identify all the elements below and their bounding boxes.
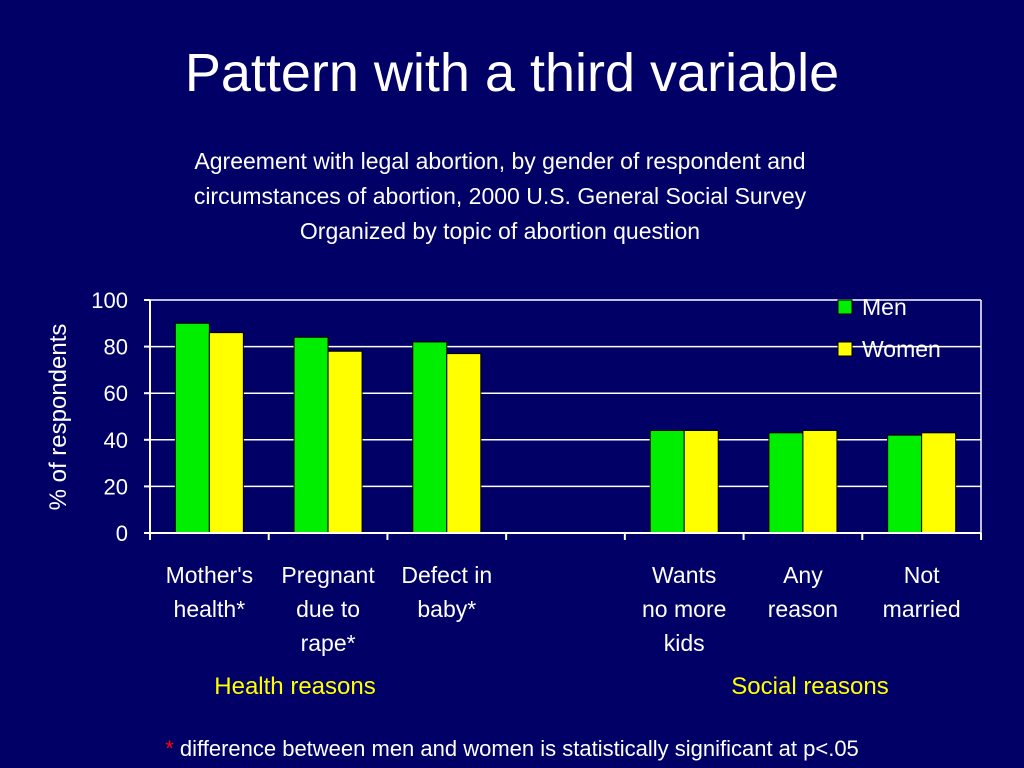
x-tick-label: Wants no more kids bbox=[642, 562, 726, 656]
y-tick-label: 80 bbox=[104, 335, 128, 360]
bar-women-1 bbox=[327, 350, 363, 534]
bar-men-5 bbox=[768, 432, 804, 534]
legend-swatch-women bbox=[837, 341, 853, 357]
y-tick-label: 100 bbox=[91, 288, 128, 313]
x-tick-label: Defect in baby* bbox=[401, 562, 492, 622]
footnote-text: difference between men and women is stat… bbox=[173, 736, 859, 761]
x-tick-label: Pregnant due to rape* bbox=[281, 562, 375, 656]
bar-women-6 bbox=[921, 432, 957, 534]
chart-subtitle: Agreement with legal abortion, by gender… bbox=[100, 144, 900, 249]
legend-label-men: Men bbox=[862, 294, 907, 320]
x-tick-label: Any reason bbox=[768, 562, 838, 622]
bar-women-2 bbox=[446, 353, 482, 534]
y-axis-label: % of respondents bbox=[45, 324, 72, 511]
y-tick-label: 0 bbox=[116, 521, 128, 546]
x-tick-label: Mother's health* bbox=[166, 562, 253, 622]
legend-label-women: Women bbox=[862, 336, 941, 362]
bar-women-5 bbox=[802, 429, 838, 534]
footnote-marker: * bbox=[165, 736, 174, 761]
subtitle-line-3: Organized by topic of abortion question bbox=[299, 218, 701, 244]
subtitle-line-1: Agreement with legal abortion, by gender… bbox=[194, 148, 806, 174]
x-tick-label: Not married bbox=[883, 562, 961, 622]
subtitle-line-2: circumstances of abortion, 2000 U.S. Gen… bbox=[193, 183, 807, 209]
bar-men-6 bbox=[887, 434, 923, 534]
bar-men-4 bbox=[649, 429, 685, 534]
bar-women-4 bbox=[683, 429, 719, 534]
y-tick-label: 60 bbox=[104, 381, 128, 406]
y-tick-label: 20 bbox=[104, 474, 128, 499]
bar-chart: 0 20 40 60 80 100 Mother's health* Pregnant due t… bbox=[45, 288, 982, 656]
bar-women-0 bbox=[208, 332, 244, 534]
slide-title: Pattern with a third variable bbox=[184, 43, 840, 103]
legend-swatch-men bbox=[837, 299, 853, 315]
y-tick-label: 40 bbox=[104, 428, 128, 453]
bar-men-2 bbox=[412, 341, 448, 534]
footnote: * difference between men and women is st… bbox=[0, 734, 1024, 764]
group-label-health: Health reasons bbox=[214, 673, 376, 700]
bar-men-1 bbox=[293, 336, 329, 534]
group-label-social: Social reasons bbox=[731, 673, 889, 700]
bar-men-0 bbox=[174, 322, 210, 534]
